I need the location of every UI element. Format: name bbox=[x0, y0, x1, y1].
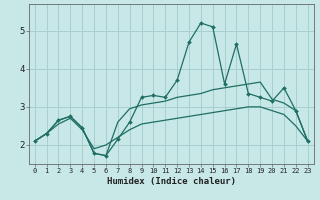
X-axis label: Humidex (Indice chaleur): Humidex (Indice chaleur) bbox=[107, 177, 236, 186]
